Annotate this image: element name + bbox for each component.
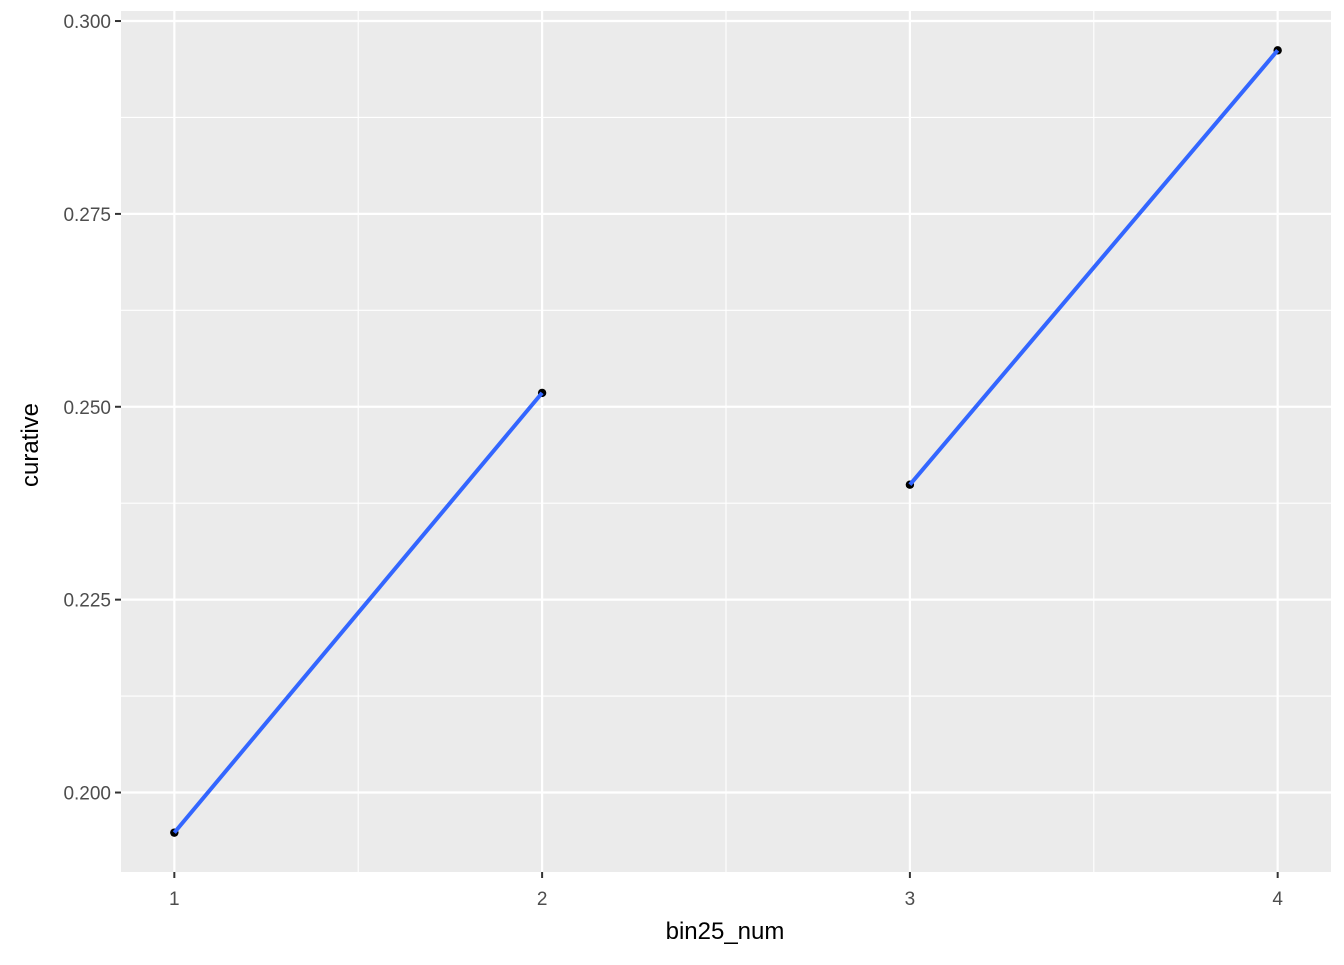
axes: 0.200 0.225 0.250 0.275 0.300 1 2 3 4 — [63, 12, 1283, 910]
x-axis-title: bin25_num — [666, 918, 785, 945]
y-axis-title: curative — [17, 403, 44, 487]
y-tick-label: 0.300 — [63, 12, 111, 33]
y-tick-label: 0.225 — [63, 591, 111, 612]
x-tick-label: 2 — [537, 889, 548, 910]
series-line-segment — [172, 391, 544, 834]
x-tick-label: 4 — [1272, 889, 1283, 910]
y-tick-label: 0.200 — [63, 784, 111, 805]
grid-lines — [121, 11, 1331, 872]
x-tick-label: 1 — [169, 889, 180, 910]
x-tick-label: 3 — [905, 889, 916, 910]
series-line-segment — [908, 49, 1280, 486]
y-tick-label: 0.250 — [63, 398, 111, 419]
y-tick-label: 0.275 — [63, 205, 111, 226]
series — [170, 46, 1282, 837]
